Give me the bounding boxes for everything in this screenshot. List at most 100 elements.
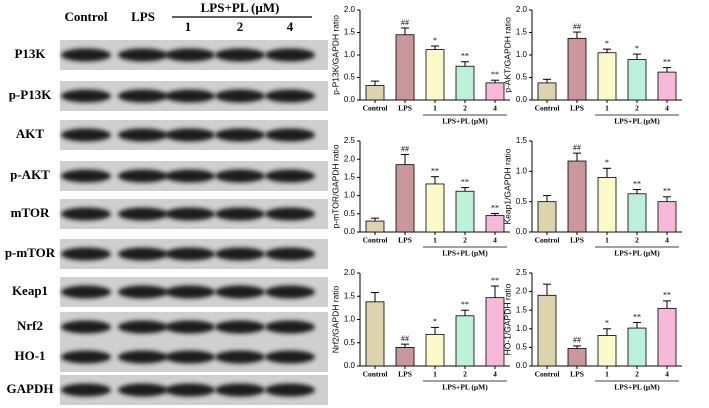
- blot-band: [118, 320, 168, 334]
- bar: [455, 65, 475, 101]
- y-tick-label: 2.0: [516, 287, 528, 296]
- y-tick-label: 0.5: [344, 338, 356, 347]
- x-tick-label: Control: [535, 104, 560, 113]
- blot-band: [165, 350, 215, 364]
- x-tick-label: 2: [463, 370, 467, 379]
- blot-band: [165, 207, 215, 221]
- group-label: LPS+PL (μM): [442, 117, 488, 126]
- bar: [425, 183, 445, 233]
- y-tick-label: 1.5: [344, 173, 356, 182]
- y-tick-label: 0.5: [344, 73, 356, 82]
- bar: [567, 37, 587, 101]
- x-tick-label: LPS: [570, 104, 584, 113]
- row-label: p-P13K: [9, 87, 53, 102]
- significance-mark: **: [461, 177, 469, 186]
- group-label: LPS+PL (μM): [614, 117, 660, 126]
- bar: [485, 82, 505, 101]
- y-axis-label: Nrf2/GAPDH ratio: [330, 285, 340, 353]
- significance-mark: *: [433, 36, 437, 45]
- bar: [455, 190, 475, 233]
- blot-band: [61, 48, 111, 62]
- x-tick-label: 2: [463, 236, 467, 245]
- significance-mark: ##: [401, 18, 409, 27]
- x-tick-label: 4: [493, 236, 497, 245]
- y-axis-label: HO-1/GAPDH ratio: [502, 283, 512, 355]
- bar: [627, 327, 647, 367]
- row-label: mTOR: [11, 205, 50, 220]
- y-tick-label: 1.0: [344, 50, 356, 59]
- significance-mark: ##: [401, 144, 409, 153]
- blot-band: [165, 285, 215, 299]
- y-tick-label: 2.0: [344, 5, 356, 14]
- y-tick-label: 1.5: [516, 28, 528, 37]
- y-tick-label: 1.5: [516, 136, 528, 145]
- blot-band: [61, 247, 111, 261]
- row-label: GAPDH: [7, 381, 54, 396]
- x-tick-label: Control: [535, 236, 560, 245]
- blot-band: [265, 128, 315, 142]
- x-tick-label: 1: [433, 236, 437, 245]
- header-group: LPS+PL (μM): [201, 0, 280, 15]
- y-axis-label: p-AKT/GAPDH ratio: [502, 17, 512, 93]
- bar: [657, 201, 677, 233]
- x-tick-label: 4: [493, 370, 497, 379]
- bar: [365, 301, 385, 367]
- blot-band: [165, 383, 215, 397]
- bar: [425, 49, 445, 101]
- significance-mark: *: [605, 319, 609, 328]
- blot-band: [61, 169, 111, 183]
- bar: [567, 348, 587, 367]
- blot-band: [61, 350, 111, 364]
- x-tick-label: 4: [493, 104, 497, 113]
- significance-mark: **: [633, 312, 641, 321]
- row-label: Nrf2: [17, 318, 43, 333]
- x-tick-label: LPS: [398, 104, 412, 113]
- blot-band: [61, 128, 111, 142]
- bar: [395, 346, 415, 367]
- significance-mark: **: [633, 179, 641, 188]
- y-tick-label: 1.5: [344, 291, 356, 300]
- significance-mark: **: [431, 167, 439, 176]
- blot-band: [215, 207, 265, 221]
- blot-band: [265, 169, 315, 183]
- blot-band: [118, 48, 168, 62]
- bar: [537, 294, 557, 367]
- bar: [627, 193, 647, 233]
- bar: [365, 85, 385, 101]
- row-label: P13K: [14, 46, 46, 61]
- blot-band: [165, 48, 215, 62]
- x-tick-label: 2: [635, 236, 639, 245]
- significance-mark: **: [663, 291, 671, 300]
- blot-band: [265, 48, 315, 62]
- y-tick-label: 0.5: [516, 73, 528, 82]
- blot-band: [215, 383, 265, 397]
- blot-band: [265, 89, 315, 103]
- x-tick-label: 4: [665, 104, 669, 113]
- significance-mark: *: [605, 39, 609, 48]
- y-tick-label: 1.0: [344, 191, 356, 200]
- x-tick-label: LPS: [570, 236, 584, 245]
- y-tick-label: 2.5: [516, 268, 528, 277]
- blot-panel: P13K p-P13K AKT p-AKT mTOR p-mTOR Keap1 Nrf2 HO-…: [5, 40, 328, 405]
- group-label: LPS+PL (μM): [442, 249, 488, 258]
- blot-band: [61, 207, 111, 221]
- blot-band: [265, 383, 315, 397]
- blot-band: [165, 169, 215, 183]
- blot-band: [118, 383, 168, 397]
- header-lps: LPS: [131, 9, 155, 24]
- bar: [365, 220, 385, 233]
- charts: p-P13K/GAPDH ratio 0.0 0.5 1.0 1.5 2.0 Control…: [330, 5, 682, 392]
- blot-band: [165, 89, 215, 103]
- bar: [627, 59, 647, 101]
- x-tick-label: Control: [363, 370, 388, 379]
- blot-band: [215, 320, 265, 334]
- blot-band: [215, 48, 265, 62]
- blot-band: [118, 285, 168, 299]
- x-tick-label: 1: [605, 236, 609, 245]
- significance-mark: *: [605, 158, 609, 167]
- blot-band: [118, 207, 168, 221]
- bar: [597, 176, 617, 233]
- significance-mark: **: [491, 70, 499, 79]
- y-tick-label: 0.0: [344, 361, 356, 370]
- row-label: Keap1: [12, 283, 48, 298]
